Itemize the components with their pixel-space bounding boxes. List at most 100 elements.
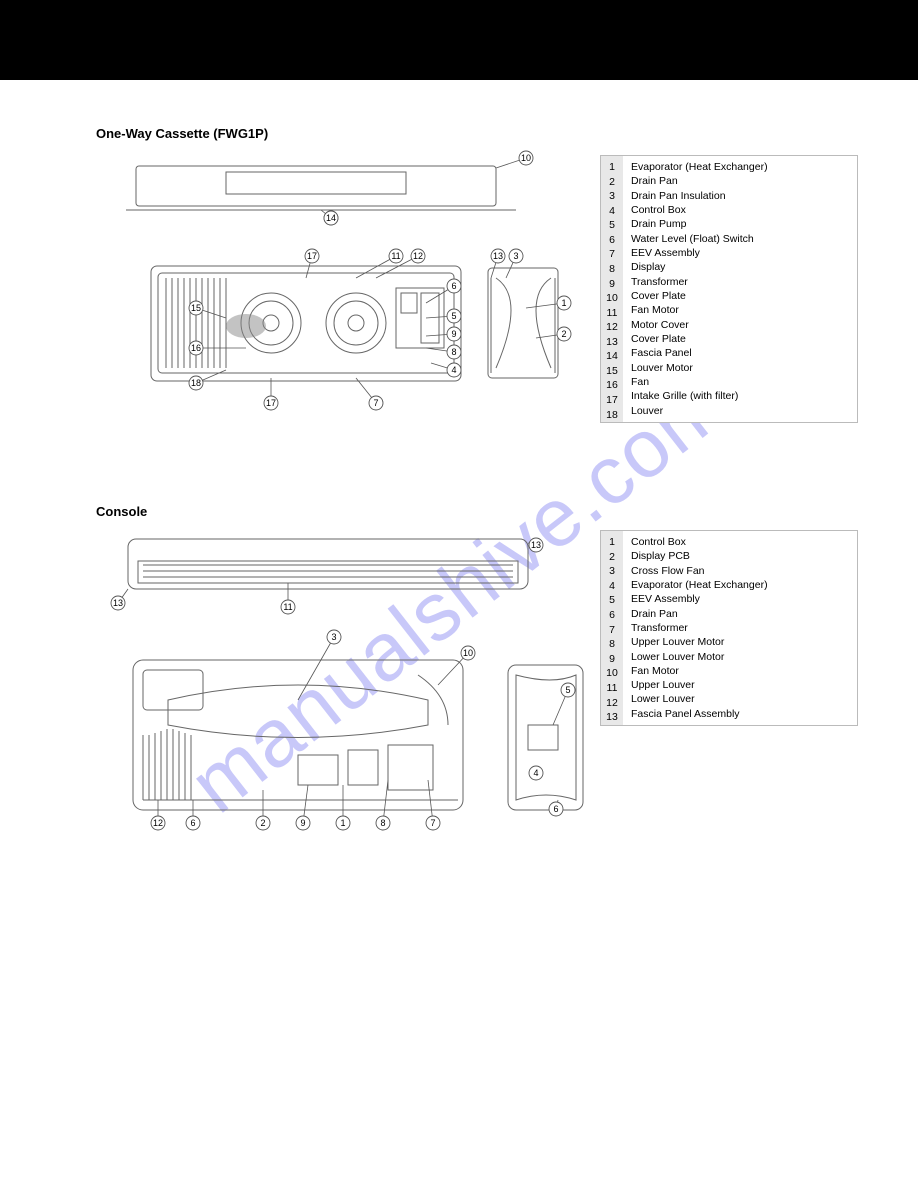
legend-label: Transformer	[631, 621, 851, 635]
svg-text:6: 6	[451, 281, 456, 291]
legend-num: 9	[601, 652, 623, 667]
svg-text:17: 17	[307, 251, 317, 261]
legend-num: 17	[601, 393, 623, 408]
svg-text:7: 7	[373, 398, 378, 408]
legend-label: Lower Louver	[631, 692, 851, 706]
legend-num: 4	[601, 579, 623, 594]
legend-num: 1	[601, 160, 623, 175]
legend-txt-col: Evaporator (Heat Exchanger)Drain PanDrai…	[623, 156, 857, 422]
legend-num: 5	[601, 218, 623, 233]
figure-a-diagram: 10 14	[96, 148, 594, 448]
svg-text:1: 1	[340, 818, 345, 828]
svg-text:9: 9	[451, 329, 456, 339]
legend-num: 13	[601, 335, 623, 350]
legend-label: Cover Plate	[631, 332, 851, 346]
legend-num: 5	[601, 593, 623, 608]
figure-a-title: One-Way Cassette (FWG1P)	[96, 126, 268, 141]
figure-b-diagram: 13 13 11 31054612629187	[88, 525, 598, 865]
svg-text:11: 11	[391, 251, 400, 261]
legend-label: Louver Motor	[631, 361, 851, 375]
legend-label: Cover Plate	[631, 289, 851, 303]
svg-text:8: 8	[451, 347, 456, 357]
legend-num: 11	[601, 306, 623, 321]
legend-label: Intake Grille (with filter)	[631, 389, 851, 403]
svg-text:12: 12	[153, 818, 163, 828]
legend-label: Display	[631, 260, 851, 274]
legend-label: Fan Motor	[631, 303, 851, 317]
legend-num: 1	[601, 535, 623, 550]
figure-b-title: Console	[96, 504, 147, 519]
legend-num: 11	[601, 681, 623, 696]
svg-text:16: 16	[191, 343, 201, 353]
legend-num: 2	[601, 550, 623, 565]
legend-label: Lower Louver Motor	[631, 650, 851, 664]
legend-label: Motor Cover	[631, 318, 851, 332]
svg-text:13: 13	[113, 598, 123, 608]
svg-text:18: 18	[191, 378, 201, 388]
legend-num: 9	[601, 277, 623, 292]
legend-label: EEV Assembly	[631, 592, 851, 606]
legend-label: Fan	[631, 375, 851, 389]
legend-label: Drain Pan	[631, 174, 851, 188]
svg-text:17: 17	[266, 398, 276, 408]
legend-num: 12	[601, 320, 623, 335]
legend-num: 12	[601, 696, 623, 711]
legend-label: Louver	[631, 404, 851, 418]
legend-label: Fascia Panel	[631, 346, 851, 360]
svg-text:2: 2	[561, 329, 566, 339]
svg-text:11: 11	[283, 602, 292, 612]
legend-num: 6	[601, 608, 623, 623]
svg-text:13: 13	[493, 251, 503, 261]
header-bar	[0, 0, 918, 80]
svg-text:13: 13	[531, 540, 541, 550]
legend-num: 7	[601, 247, 623, 262]
svg-text:8: 8	[380, 818, 385, 828]
legend-label: EEV Assembly	[631, 246, 851, 260]
legend-num: 8	[601, 637, 623, 652]
svg-text:2: 2	[260, 818, 265, 828]
legend-label: Upper Louver Motor	[631, 635, 851, 649]
legend-num: 15	[601, 364, 623, 379]
legend-num: 10	[601, 666, 623, 681]
svg-text:3: 3	[513, 251, 518, 261]
svg-text:6: 6	[553, 804, 558, 814]
legend-label: Drain Pump	[631, 217, 851, 231]
legend-label: Upper Louver	[631, 678, 851, 692]
legend-num-col: 123456789101112131415161718	[601, 156, 623, 422]
legend-num: 16	[601, 378, 623, 393]
svg-text:12: 12	[413, 251, 423, 261]
legend-num: 7	[601, 623, 623, 638]
legend-num: 3	[601, 564, 623, 579]
figure-a-legend: 123456789101112131415161718 Evaporator (…	[600, 155, 858, 423]
legend-label: Fan Motor	[631, 664, 851, 678]
figure-b-svg: 13 13 11 31054612629187	[88, 525, 598, 865]
legend-label: Fascia Panel Assembly	[631, 707, 851, 721]
svg-text:6: 6	[190, 818, 195, 828]
legend-label: Drain Pan Insulation	[631, 189, 851, 203]
legend-label: Display PCB	[631, 549, 851, 563]
legend-label: Control Box	[631, 535, 851, 549]
legend-label: Control Box	[631, 203, 851, 217]
legend-num: 14	[601, 349, 623, 364]
svg-text:10: 10	[463, 648, 473, 658]
legend-label: Water Level (Float) Switch	[631, 232, 851, 246]
legend-label: Cross Flow Fan	[631, 564, 851, 578]
legend-txt-col: Control BoxDisplay PCBCross Flow FanEvap…	[623, 531, 857, 725]
svg-text:9: 9	[300, 818, 305, 828]
svg-text:7: 7	[430, 818, 435, 828]
svg-text:15: 15	[191, 303, 201, 313]
figure-b-legend: 12345678910111213 Control BoxDisplay PCB…	[600, 530, 858, 726]
legend-label: Evaporator (Heat Exchanger)	[631, 578, 851, 592]
svg-text:3: 3	[331, 632, 336, 642]
legend-num: 10	[601, 291, 623, 306]
legend-num: 13	[601, 710, 623, 725]
svg-text:1: 1	[561, 298, 566, 308]
legend-label: Evaporator (Heat Exchanger)	[631, 160, 851, 174]
figure-a-svg: 10 14	[96, 148, 594, 448]
svg-text:5: 5	[451, 311, 456, 321]
svg-text:10: 10	[521, 153, 531, 163]
legend-num-col: 12345678910111213	[601, 531, 623, 725]
legend-num: 3	[601, 189, 623, 204]
legend-label: Transformer	[631, 275, 851, 289]
legend-num: 6	[601, 233, 623, 248]
